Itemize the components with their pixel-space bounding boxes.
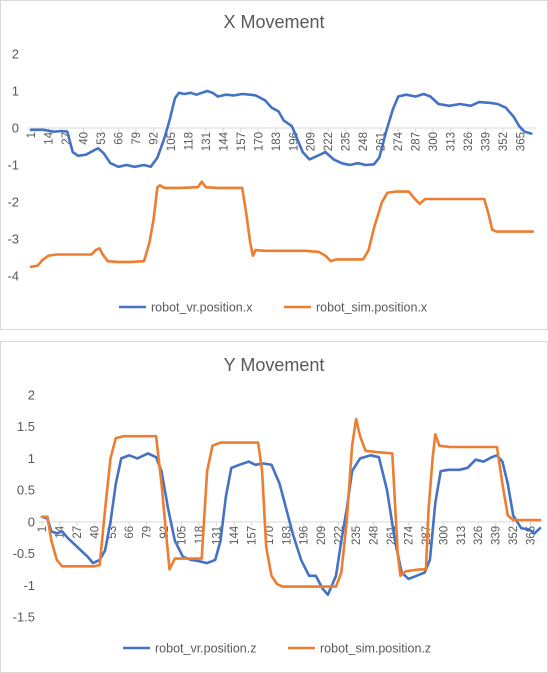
x-tick-label: 105: [166, 132, 178, 151]
y-tick-label: 0: [12, 121, 19, 136]
legend-label: robot_sim.position.z: [320, 642, 431, 656]
x-tick-label: 53: [96, 132, 108, 145]
x-tick-label: 1: [37, 526, 49, 532]
x-tick-label: 365: [516, 132, 528, 151]
x-tick-label: 1: [26, 132, 38, 138]
x-tick-label: 79: [142, 526, 154, 539]
y-tick-label: -3: [7, 232, 19, 247]
y-tick-label: 2: [28, 388, 35, 403]
x-tick-label: 170: [253, 132, 265, 151]
x-tick-label: 248: [358, 132, 370, 151]
x-tick-label: 40: [89, 526, 101, 539]
x-tick-label: 131: [201, 132, 213, 151]
x-tick-label: 313: [456, 526, 468, 545]
series-line-1: [40, 452, 542, 597]
x-tick-label: 196: [299, 526, 311, 545]
chart-gap: [0, 330, 548, 341]
y-tick-label: 0: [28, 514, 35, 529]
y-tick-label: 1.5: [17, 419, 35, 434]
x-tick-label: 144: [218, 131, 230, 151]
y-tick-label: 2: [12, 47, 19, 62]
x-tick-label: 27: [72, 526, 84, 539]
x-tick-label: 235: [351, 526, 363, 545]
x-tick-label: 66: [124, 526, 136, 539]
x-tick-label: 14: [43, 131, 55, 144]
x-tick-label: 222: [323, 132, 335, 151]
x-tick-label: 92: [148, 132, 160, 145]
x-tick-label: 339: [491, 526, 503, 545]
x-tick-label: 352: [508, 526, 520, 545]
x-tick-label: 313: [446, 132, 458, 151]
legend-label: robot_sim.position.x: [316, 301, 428, 315]
x-tick-label: 352: [498, 132, 510, 151]
x-tick-label: 118: [183, 132, 195, 150]
x-tick-label: 274: [393, 131, 405, 151]
x-tick-label: 209: [306, 132, 318, 151]
x-tick-label: 183: [271, 132, 283, 151]
y-tick-label: -1: [7, 158, 19, 173]
y-tick-label: 0.5: [17, 483, 35, 498]
x-tick-label: 105: [177, 526, 189, 545]
x-tick-label: 300: [428, 132, 440, 151]
chart-title: X Movement: [223, 12, 324, 32]
series-line-2: [29, 180, 534, 269]
chart-title: Y Movement: [224, 355, 325, 375]
x-tick-label: 40: [78, 132, 90, 145]
x-tick-label: 183: [281, 526, 293, 545]
y-tick-label: -1: [23, 578, 35, 593]
y-tick-label: -1.5: [13, 610, 35, 625]
legend-label: robot_vr.position.x: [151, 301, 253, 315]
x-tick-label: 274: [403, 525, 415, 545]
y-movement-chart-svg: Y Movement 21.510.50-0.5-1-1.51 14 27 40 53 6…: [13, 355, 542, 656]
x-tick-label: 300: [438, 526, 450, 545]
x-tick-label: 339: [481, 132, 493, 151]
x-tick-label: 287: [411, 132, 423, 151]
y-tick-label: 1: [28, 451, 35, 466]
y-tick-label: 1: [12, 84, 19, 99]
x-tick-label: 326: [473, 526, 485, 545]
x-movement-chart: X Movement 2 1 0 -1 -2 -3 -4 1 14 27 40 53 66 79 92 105…: [0, 0, 548, 330]
x-tick-label: 66: [113, 132, 125, 145]
x-tick-label: 326: [463, 132, 475, 151]
x-tick-label: 235: [341, 132, 353, 151]
x-tick-label: 79: [131, 132, 143, 145]
x-tick-label: 157: [236, 132, 248, 151]
x-tick-label: 144: [229, 525, 241, 545]
y-movement-chart: Y Movement 2 1.5 1 0.5 0 -0.5 -1 -1.5 1 14 27 40 53 6…: [0, 341, 548, 673]
x-tick-label: 248: [369, 526, 381, 545]
y-tick-label: -0.5: [13, 546, 35, 561]
y-tick-label: -4: [7, 269, 19, 284]
series-line-2: [40, 417, 542, 588]
x-movement-chart-svg: X Movement 210-1-2-3-41 14 27 40 53 66 79 92 105…: [7, 12, 536, 315]
series-line-1: [29, 89, 533, 169]
legend-label: robot_vr.position.z: [155, 642, 256, 656]
y-tick-label: -2: [7, 195, 19, 210]
x-tick-label: 209: [316, 526, 328, 545]
x-tick-label: 157: [246, 526, 258, 545]
